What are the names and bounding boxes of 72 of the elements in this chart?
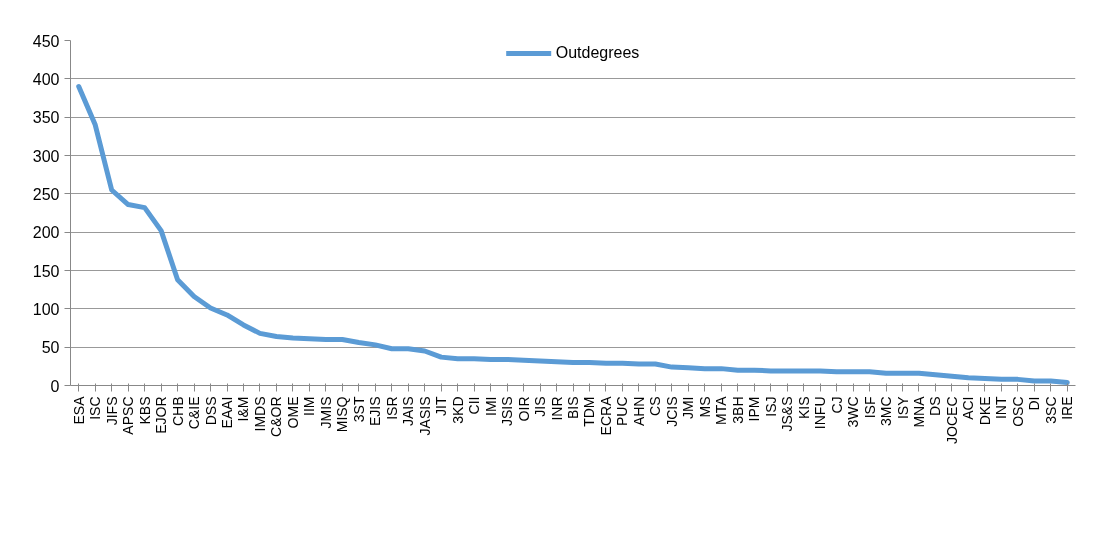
x-tick-label: PUC — [614, 396, 631, 427]
x-tick-label: ISY — [894, 395, 911, 420]
x-tick-label: CJ — [828, 396, 845, 414]
y-tick-label: 200 — [32, 224, 60, 242]
x-tick-label: EAAI — [219, 396, 236, 429]
x-tick-label: C&IE — [186, 396, 203, 430]
y-tick-label: 50 — [41, 339, 60, 357]
x-tick-label: IRE — [1059, 396, 1076, 420]
x-tick-label: OSC — [1009, 396, 1026, 427]
x-tick-label: ISJ — [762, 396, 779, 417]
x-tick-label: INR — [548, 396, 565, 421]
x-tick-label: JMI — [680, 396, 697, 420]
legend-label: Outdegrees — [555, 44, 640, 62]
x-tick-label: JASIS — [416, 396, 433, 436]
x-tick-label: ESA — [70, 395, 87, 425]
x-tick-label: MS — [696, 396, 713, 418]
x-tick-label: IMI — [482, 396, 499, 416]
x-tick-label: EJIS — [367, 396, 384, 427]
x-tick-label: CHB — [169, 396, 186, 427]
x-tick-label: ISF — [861, 396, 878, 419]
x-tick-label: DI — [1026, 396, 1043, 411]
x-tick-label: JS&S — [779, 396, 796, 432]
x-tick-label: JOCEC — [943, 396, 960, 444]
x-tick-label: JIFS — [103, 396, 120, 426]
x-tick-label: ISR — [383, 396, 400, 420]
x-tick-label: 3SC — [1042, 396, 1059, 424]
x-tick-label: OIR — [515, 396, 532, 422]
x-tick-label: AHN — [630, 396, 647, 427]
x-tick-label: KIS — [795, 396, 812, 420]
x-tick-label: 3WC — [845, 396, 862, 428]
x-tick-label: DSS — [202, 396, 219, 426]
x-tick-label: CII — [466, 396, 483, 415]
x-tick-label: OME — [284, 396, 301, 429]
x-tick-label: 3MC — [878, 396, 895, 427]
y-tick-label: 400 — [32, 70, 60, 88]
x-tick-label: JIS — [532, 396, 549, 417]
x-tick-label: 3BH — [729, 396, 746, 424]
x-tick-label: ECRA — [597, 395, 614, 436]
x-tick-label: EJOR — [153, 396, 170, 434]
x-tick-label: MNA — [910, 395, 927, 428]
x-tick-label: JMIS — [317, 396, 334, 429]
y-tick-label: 100 — [32, 300, 60, 318]
x-tick-label: I&M — [235, 396, 252, 422]
x-tick-label: JSIS — [499, 396, 516, 427]
x-tick-label: IIM — [301, 396, 318, 416]
x-tick-label: BIS — [565, 396, 581, 420]
x-tick-label: ISC — [87, 396, 104, 420]
x-tick-label: KBS — [136, 396, 153, 425]
x-tick-label: CS — [647, 396, 664, 416]
x-tick-label: ACI — [960, 396, 977, 420]
x-tick-label: JCIS — [663, 396, 680, 427]
y-tick-label: 350 — [32, 109, 60, 127]
x-tick-label: MISQ — [334, 396, 351, 433]
x-tick-label: 3KD — [449, 396, 466, 424]
x-tick-label: MTA — [713, 395, 730, 426]
y-tick-label: 300 — [32, 147, 60, 165]
x-tick-label: INT — [993, 396, 1010, 420]
x-tick-label: JIT — [433, 396, 450, 416]
x-tick-label: JAIS — [400, 396, 417, 427]
y-tick-label: 450 — [32, 32, 60, 50]
x-tick-label: C&OR — [268, 396, 285, 437]
x-tick-label: APSC — [120, 396, 137, 435]
x-tick-label: 3ST — [350, 396, 367, 423]
x-tick-label: IPM — [746, 396, 763, 422]
x-tick-label: DKE — [976, 396, 993, 426]
x-tick-label: DS — [927, 396, 944, 416]
y-tick-label: 250 — [32, 185, 60, 203]
y-tick-label: 0 — [50, 377, 60, 395]
x-tick-label: IMDS — [251, 396, 268, 432]
x-tick-label: TDM — [581, 396, 598, 427]
y-tick-label: 150 — [32, 262, 60, 280]
x-tick-label: INFU — [812, 396, 829, 430]
